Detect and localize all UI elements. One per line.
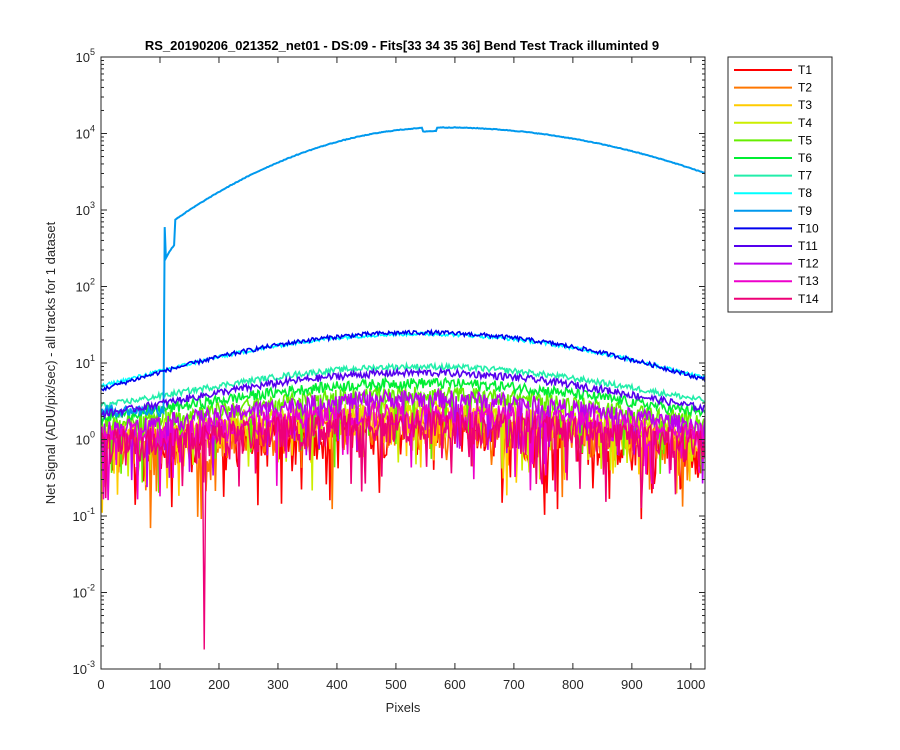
y-tick-base: 10 [76, 50, 90, 65]
y-tick-label: 101 [76, 353, 95, 371]
y-tick-base: 10 [76, 203, 90, 218]
y-tick-label: 103 [76, 200, 95, 218]
legend-label-t1: T1 [798, 63, 812, 77]
series-line-t14 [101, 409, 705, 509]
legend-label-t13: T13 [798, 274, 819, 288]
y-tick-exponent: 5 [90, 47, 95, 57]
y-tick-base: 10 [73, 586, 87, 601]
legend-label-t7: T7 [798, 169, 812, 183]
series-line-t11 [101, 366, 705, 421]
y-tick-exponent: -2 [87, 583, 95, 593]
chart-title: RS_20190206_021352_net01 - DS:09 - Fits[… [145, 38, 659, 53]
legend-label-t2: T2 [798, 81, 812, 95]
legend-label-t5: T5 [798, 133, 812, 147]
y-tick-base: 10 [76, 280, 90, 295]
y-tick-exponent: -3 [87, 659, 95, 669]
series-line-t9 [101, 126, 705, 419]
legend: T1 T2 T3 T4 T5 T6 T7 T8 T9 T10 T11 T12 T13 T14 [727, 56, 833, 313]
legend-label-t11: T11 [798, 239, 818, 253]
y-axis-label: Net Signal (ADU/pix/sec) - all tracks fo… [43, 221, 58, 504]
y-tick-base: 10 [76, 356, 90, 371]
legend-label-t12: T12 [798, 257, 819, 271]
x-tick-label: 1000 [676, 677, 705, 692]
legend-label-t8: T8 [798, 186, 812, 200]
y-tick-label: 10-2 [73, 583, 95, 601]
legend-label-t10: T10 [798, 221, 819, 235]
x-tick-label: 600 [444, 677, 466, 692]
legend-label-t14: T14 [798, 292, 819, 306]
x-tick-label: 100 [149, 677, 171, 692]
y-tick-exponent: 0 [90, 430, 95, 440]
x-tick-label: 400 [326, 677, 348, 692]
legend-label-t4: T4 [798, 116, 812, 130]
y-tick-exponent: 1 [90, 353, 95, 363]
series-line-t6 [101, 375, 705, 426]
x-axis-ticks: 0 100 200 300 400 500 600 700 800 900 1000 [97, 57, 705, 692]
legend-label-t3: T3 [798, 98, 812, 112]
y-tick-exponent: -1 [87, 506, 95, 516]
y-tick-base: 10 [73, 509, 87, 524]
x-tick-label: 900 [621, 677, 643, 692]
y-tick-base: 10 [73, 662, 87, 677]
y-tick-label: 102 [76, 277, 95, 295]
y-tick-label: 10-3 [73, 659, 95, 677]
x-axis-label: Pixels [386, 700, 421, 715]
x-tick-label: 0 [97, 677, 104, 692]
y-tick-exponent: 2 [90, 277, 95, 287]
y-tick-label: 10-1 [73, 506, 95, 524]
y-tick-exponent: 3 [90, 200, 95, 210]
plot-area [101, 57, 705, 669]
x-tick-label: 500 [385, 677, 407, 692]
x-tick-label: 200 [208, 677, 230, 692]
series-line-t10 [101, 328, 705, 392]
series-line-t7 [101, 361, 705, 410]
y-tick-base: 10 [76, 433, 90, 448]
x-tick-label: 300 [267, 677, 289, 692]
y-tick-label: 105 [76, 47, 95, 65]
y-tick-base: 10 [76, 127, 90, 142]
x-tick-label: 700 [503, 677, 525, 692]
legend-label-t9: T9 [798, 204, 812, 218]
legend-label-t6: T6 [798, 151, 812, 165]
y-tick-label: 104 [76, 124, 95, 142]
series-layer [101, 126, 705, 650]
legend-box [727, 56, 833, 313]
y-tick-exponent: 4 [90, 124, 95, 134]
y-tick-label: 100 [76, 430, 95, 448]
x-tick-label: 800 [562, 677, 584, 692]
